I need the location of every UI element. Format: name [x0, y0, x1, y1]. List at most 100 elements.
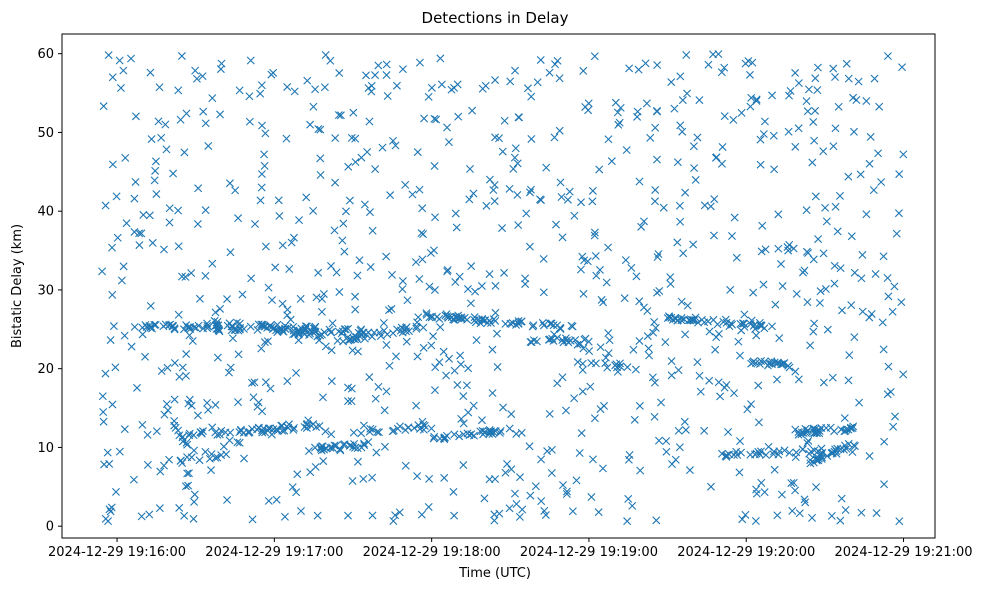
data-point [650, 318, 659, 327]
y-axis: 0 10 20 30 40 50 60 [37, 47, 62, 535]
data-point [211, 453, 220, 462]
data-point [575, 448, 584, 457]
data-point [208, 423, 217, 432]
data-point [527, 92, 536, 101]
data-point [459, 392, 468, 401]
x-tick-label: 2024-12-29 19:18:00 [363, 545, 501, 560]
data-point [360, 200, 369, 209]
data-point [513, 190, 522, 199]
data-point [547, 469, 556, 477]
data-point [101, 201, 110, 210]
data-point [514, 317, 523, 326]
data-point [769, 450, 778, 459]
data-point [506, 77, 515, 86]
data-point [106, 336, 115, 345]
data-point [347, 133, 356, 142]
data-point [550, 133, 559, 142]
x-tick-label: 2024-12-29 19:21:00 [835, 545, 973, 560]
data-point [711, 345, 720, 354]
data-point [760, 117, 769, 126]
data-point [294, 330, 303, 339]
data-point [306, 120, 315, 129]
data-point [129, 475, 138, 484]
data-point [368, 226, 377, 235]
data-point [382, 340, 391, 349]
data-point [792, 289, 801, 298]
data-point [98, 267, 107, 276]
data-point [568, 322, 577, 331]
data-point [469, 189, 478, 198]
data-point [691, 175, 700, 184]
data-point [551, 60, 560, 69]
data-point [749, 288, 758, 297]
data-point [812, 453, 821, 462]
data-point [509, 164, 518, 173]
data-point [180, 511, 189, 520]
data-point [257, 344, 266, 353]
data-point [709, 231, 718, 240]
data-point [429, 332, 438, 341]
data-point [245, 117, 254, 126]
data-point [700, 426, 709, 435]
data-point [770, 465, 779, 474]
data-point [627, 263, 636, 272]
data-point [570, 211, 579, 220]
data-point [678, 96, 687, 105]
data-point [279, 327, 288, 336]
data-point [261, 242, 270, 251]
data-point [771, 300, 780, 309]
data-point [505, 504, 514, 513]
data-point [800, 266, 809, 275]
data-point [709, 50, 718, 59]
data-point [188, 336, 197, 345]
data-point [302, 193, 311, 202]
data-point [521, 280, 530, 289]
data-point [637, 222, 646, 231]
data-point [511, 144, 520, 153]
data-point [250, 378, 259, 387]
data-point [862, 210, 871, 219]
data-point [651, 323, 660, 332]
data-point [389, 136, 397, 145]
data-point [537, 455, 546, 464]
data-point [495, 509, 504, 518]
data-point [536, 55, 545, 64]
data-point [204, 141, 213, 150]
x-axis-label: Time (UTC) [458, 566, 531, 581]
data-point [185, 429, 194, 438]
data-point [718, 142, 727, 151]
data-point [444, 138, 453, 147]
data-point [436, 434, 444, 443]
data-point [722, 452, 731, 461]
data-point [194, 184, 203, 193]
data-point [319, 457, 328, 466]
data-point [769, 131, 778, 140]
data-point [278, 241, 287, 250]
data-point [490, 516, 499, 525]
data-point [754, 381, 763, 390]
data-point [794, 124, 803, 133]
data-point [706, 482, 715, 491]
data-point [526, 185, 535, 194]
data-point [190, 497, 199, 506]
data-point [592, 271, 601, 280]
data-point [327, 430, 336, 439]
data-point [717, 449, 726, 458]
data-point [413, 472, 422, 481]
data-point [584, 106, 593, 115]
data-point [666, 273, 675, 282]
data-point [667, 371, 676, 380]
data-point [650, 412, 659, 421]
data-point [827, 511, 836, 520]
data-point [145, 211, 154, 220]
data-point [99, 417, 108, 426]
data-point [516, 473, 525, 482]
data-point [738, 515, 747, 524]
data-point [635, 401, 644, 410]
data-point [836, 445, 845, 454]
data-point [180, 148, 189, 157]
data-point [561, 406, 570, 415]
data-point [108, 400, 117, 409]
data-point [365, 117, 374, 126]
